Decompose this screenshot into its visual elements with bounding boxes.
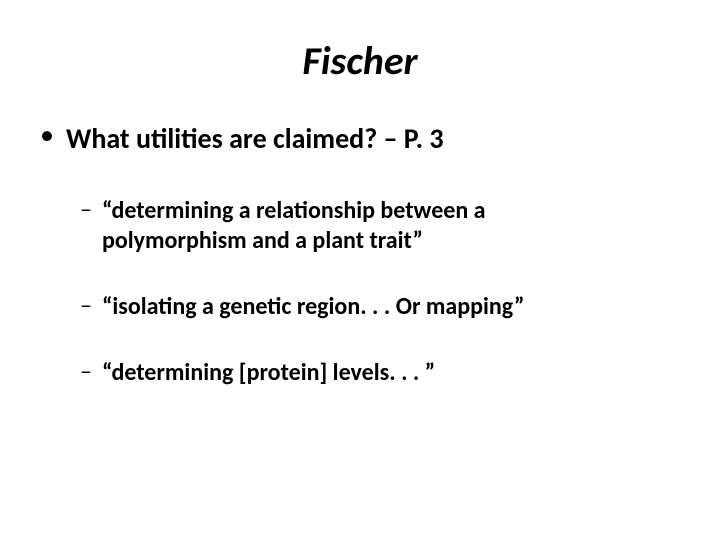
disc-bullet-icon: • xyxy=(40,121,54,149)
bullet-level2-item: – “isolating a genetic region. . . Or ma… xyxy=(80,292,620,322)
title-text: Fischer xyxy=(302,36,417,85)
dash-bullet-icon: – xyxy=(80,358,92,387)
dash-bullet-icon: – xyxy=(80,196,92,225)
bullet-l1-text: What utilities are claimed? – P. 3 xyxy=(66,121,444,156)
dash-bullet-icon: – xyxy=(80,292,92,321)
bullet-level2-item: – “determining [protein] levels. . . ” xyxy=(80,358,620,388)
bullet-level1: • What utilities are claimed? – P. 3 xyxy=(40,121,680,156)
bullet-level2-item: – “determining a relationship between a … xyxy=(80,196,620,256)
bullet-l2-text: “determining a relationship between a po… xyxy=(102,196,620,256)
bullet-l2-text: “isolating a genetic region. . . Or mapp… xyxy=(102,292,525,322)
slide: Fischer • What utilities are claimed? – … xyxy=(0,0,720,540)
bullet-l2-text: “determining [protein] levels. . . ” xyxy=(102,358,435,388)
slide-title: Fischer xyxy=(40,36,680,85)
